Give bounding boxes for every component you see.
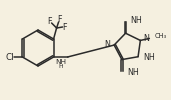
Text: F: F: [62, 22, 67, 32]
Text: N: N: [143, 34, 149, 43]
Text: F: F: [57, 16, 62, 24]
Text: NH: NH: [131, 16, 142, 25]
Text: N: N: [104, 40, 110, 49]
Text: NH: NH: [127, 68, 139, 77]
Text: Cl: Cl: [5, 52, 14, 62]
Text: F: F: [47, 18, 52, 26]
Text: NH: NH: [55, 59, 66, 65]
Text: NH: NH: [143, 53, 155, 62]
Text: CH₃: CH₃: [154, 33, 167, 39]
Text: H: H: [58, 64, 63, 69]
